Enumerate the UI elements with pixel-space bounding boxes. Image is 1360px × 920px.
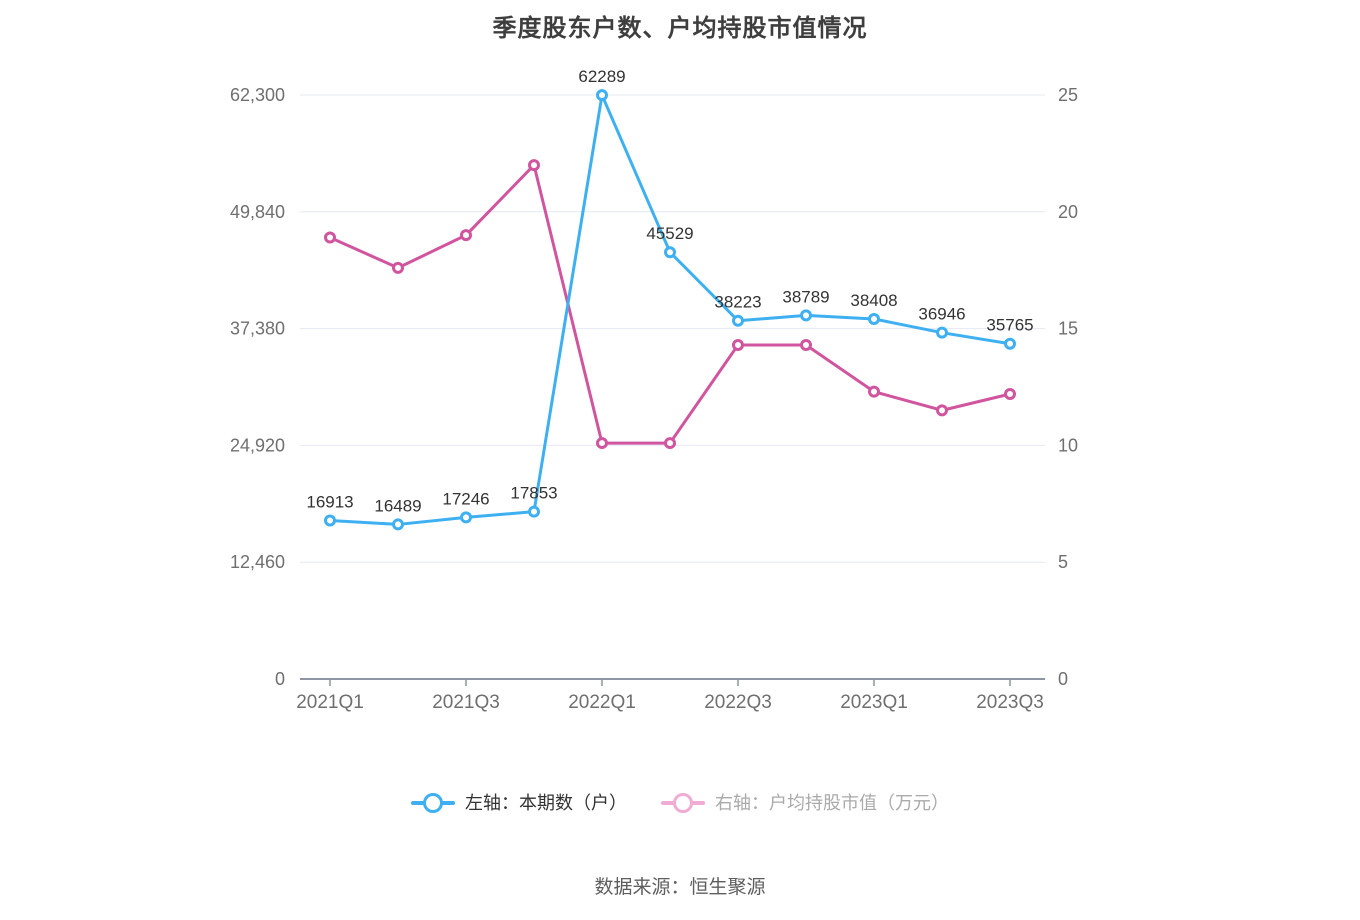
data-point — [936, 404, 948, 417]
data-label: 17246 — [442, 489, 489, 508]
right-axis-label: 15 — [1058, 319, 1078, 339]
data-point — [868, 385, 880, 398]
left-axis-label: 12,460 — [230, 552, 285, 572]
x-axis-label: 2022Q3 — [704, 692, 772, 713]
left-axis-label: 62,300 — [230, 85, 285, 105]
data-point — [596, 437, 608, 450]
data-point — [800, 309, 812, 322]
legend-item-avg-market-value[interactable]: 右轴：户均持股市值（万元） — [661, 793, 949, 813]
left-axis-label: 49,840 — [230, 202, 285, 222]
x-axis-label: 2022Q1 — [568, 692, 636, 713]
legend-marker-pink — [661, 793, 705, 813]
data-label: 36946 — [918, 305, 965, 324]
data-point — [800, 338, 812, 351]
data-point — [732, 314, 744, 327]
data-point — [664, 437, 676, 450]
legend-ring-icon — [673, 793, 693, 813]
data-point — [528, 159, 540, 172]
right-axis-label: 5 — [1058, 552, 1068, 572]
x-axis-label: 2023Q1 — [840, 692, 908, 713]
right-axis-label: 25 — [1058, 85, 1078, 105]
data-label: 38223 — [714, 293, 761, 312]
data-label: 35765 — [986, 316, 1033, 335]
data-point — [392, 518, 404, 531]
data-label: 62289 — [578, 67, 625, 86]
x-axis-label: 2021Q3 — [432, 692, 500, 713]
series-line — [328, 163, 1012, 445]
legend-item-shareholder-count[interactable]: 左轴：本期数（户） — [411, 793, 627, 813]
data-label: 16913 — [306, 492, 353, 511]
data-point — [868, 312, 880, 325]
x-axis-label: 2021Q1 — [296, 692, 364, 713]
data-point — [392, 261, 404, 274]
data-label: 16489 — [374, 496, 421, 515]
data-point — [936, 326, 948, 339]
data-point — [596, 89, 608, 102]
legend-ring-icon — [423, 793, 443, 813]
data-point — [324, 231, 336, 244]
data-point — [732, 338, 744, 351]
data-point — [324, 514, 336, 527]
legend: 左轴：本期数（户） 右轴：户均持股市值（万元） — [0, 793, 1360, 813]
data-label: 17853 — [510, 484, 557, 503]
data-label: 38408 — [850, 291, 897, 310]
data-label: 45529 — [646, 224, 693, 243]
data-point — [664, 246, 676, 259]
data-source: 数据来源：恒生聚源 — [594, 877, 766, 898]
data-point — [460, 511, 472, 524]
line-chart-plot-area[interactable]: 2021Q1 2021Q3 2022Q1 2022Q3 2023Q1 2023Q3 0 12,… — [0, 0, 1360, 750]
right-axis-label: 20 — [1058, 202, 1078, 222]
legend-label-avg-market-value: 右轴：户均持股市值（万元） — [715, 793, 949, 813]
data-point — [528, 505, 540, 518]
data-point — [1004, 388, 1016, 401]
left-axis-label: 0 — [275, 669, 285, 689]
legend-marker-blue — [411, 793, 455, 813]
x-axis-label: 2023Q3 — [976, 692, 1044, 713]
legend-label-shareholder-count: 左轴：本期数（户） — [465, 793, 627, 813]
left-axis-label: 37,380 — [230, 319, 285, 339]
data-label: 38789 — [782, 287, 829, 306]
data-point — [460, 229, 472, 242]
right-axis-label: 10 — [1058, 435, 1078, 455]
series-line — [328, 93, 1012, 526]
data-point — [1004, 337, 1016, 350]
right-axis-label: 0 — [1058, 669, 1068, 689]
chart-title: 季度股东户数、户均持股市值情况 — [492, 15, 868, 42]
left-axis-label: 24,920 — [230, 435, 285, 455]
